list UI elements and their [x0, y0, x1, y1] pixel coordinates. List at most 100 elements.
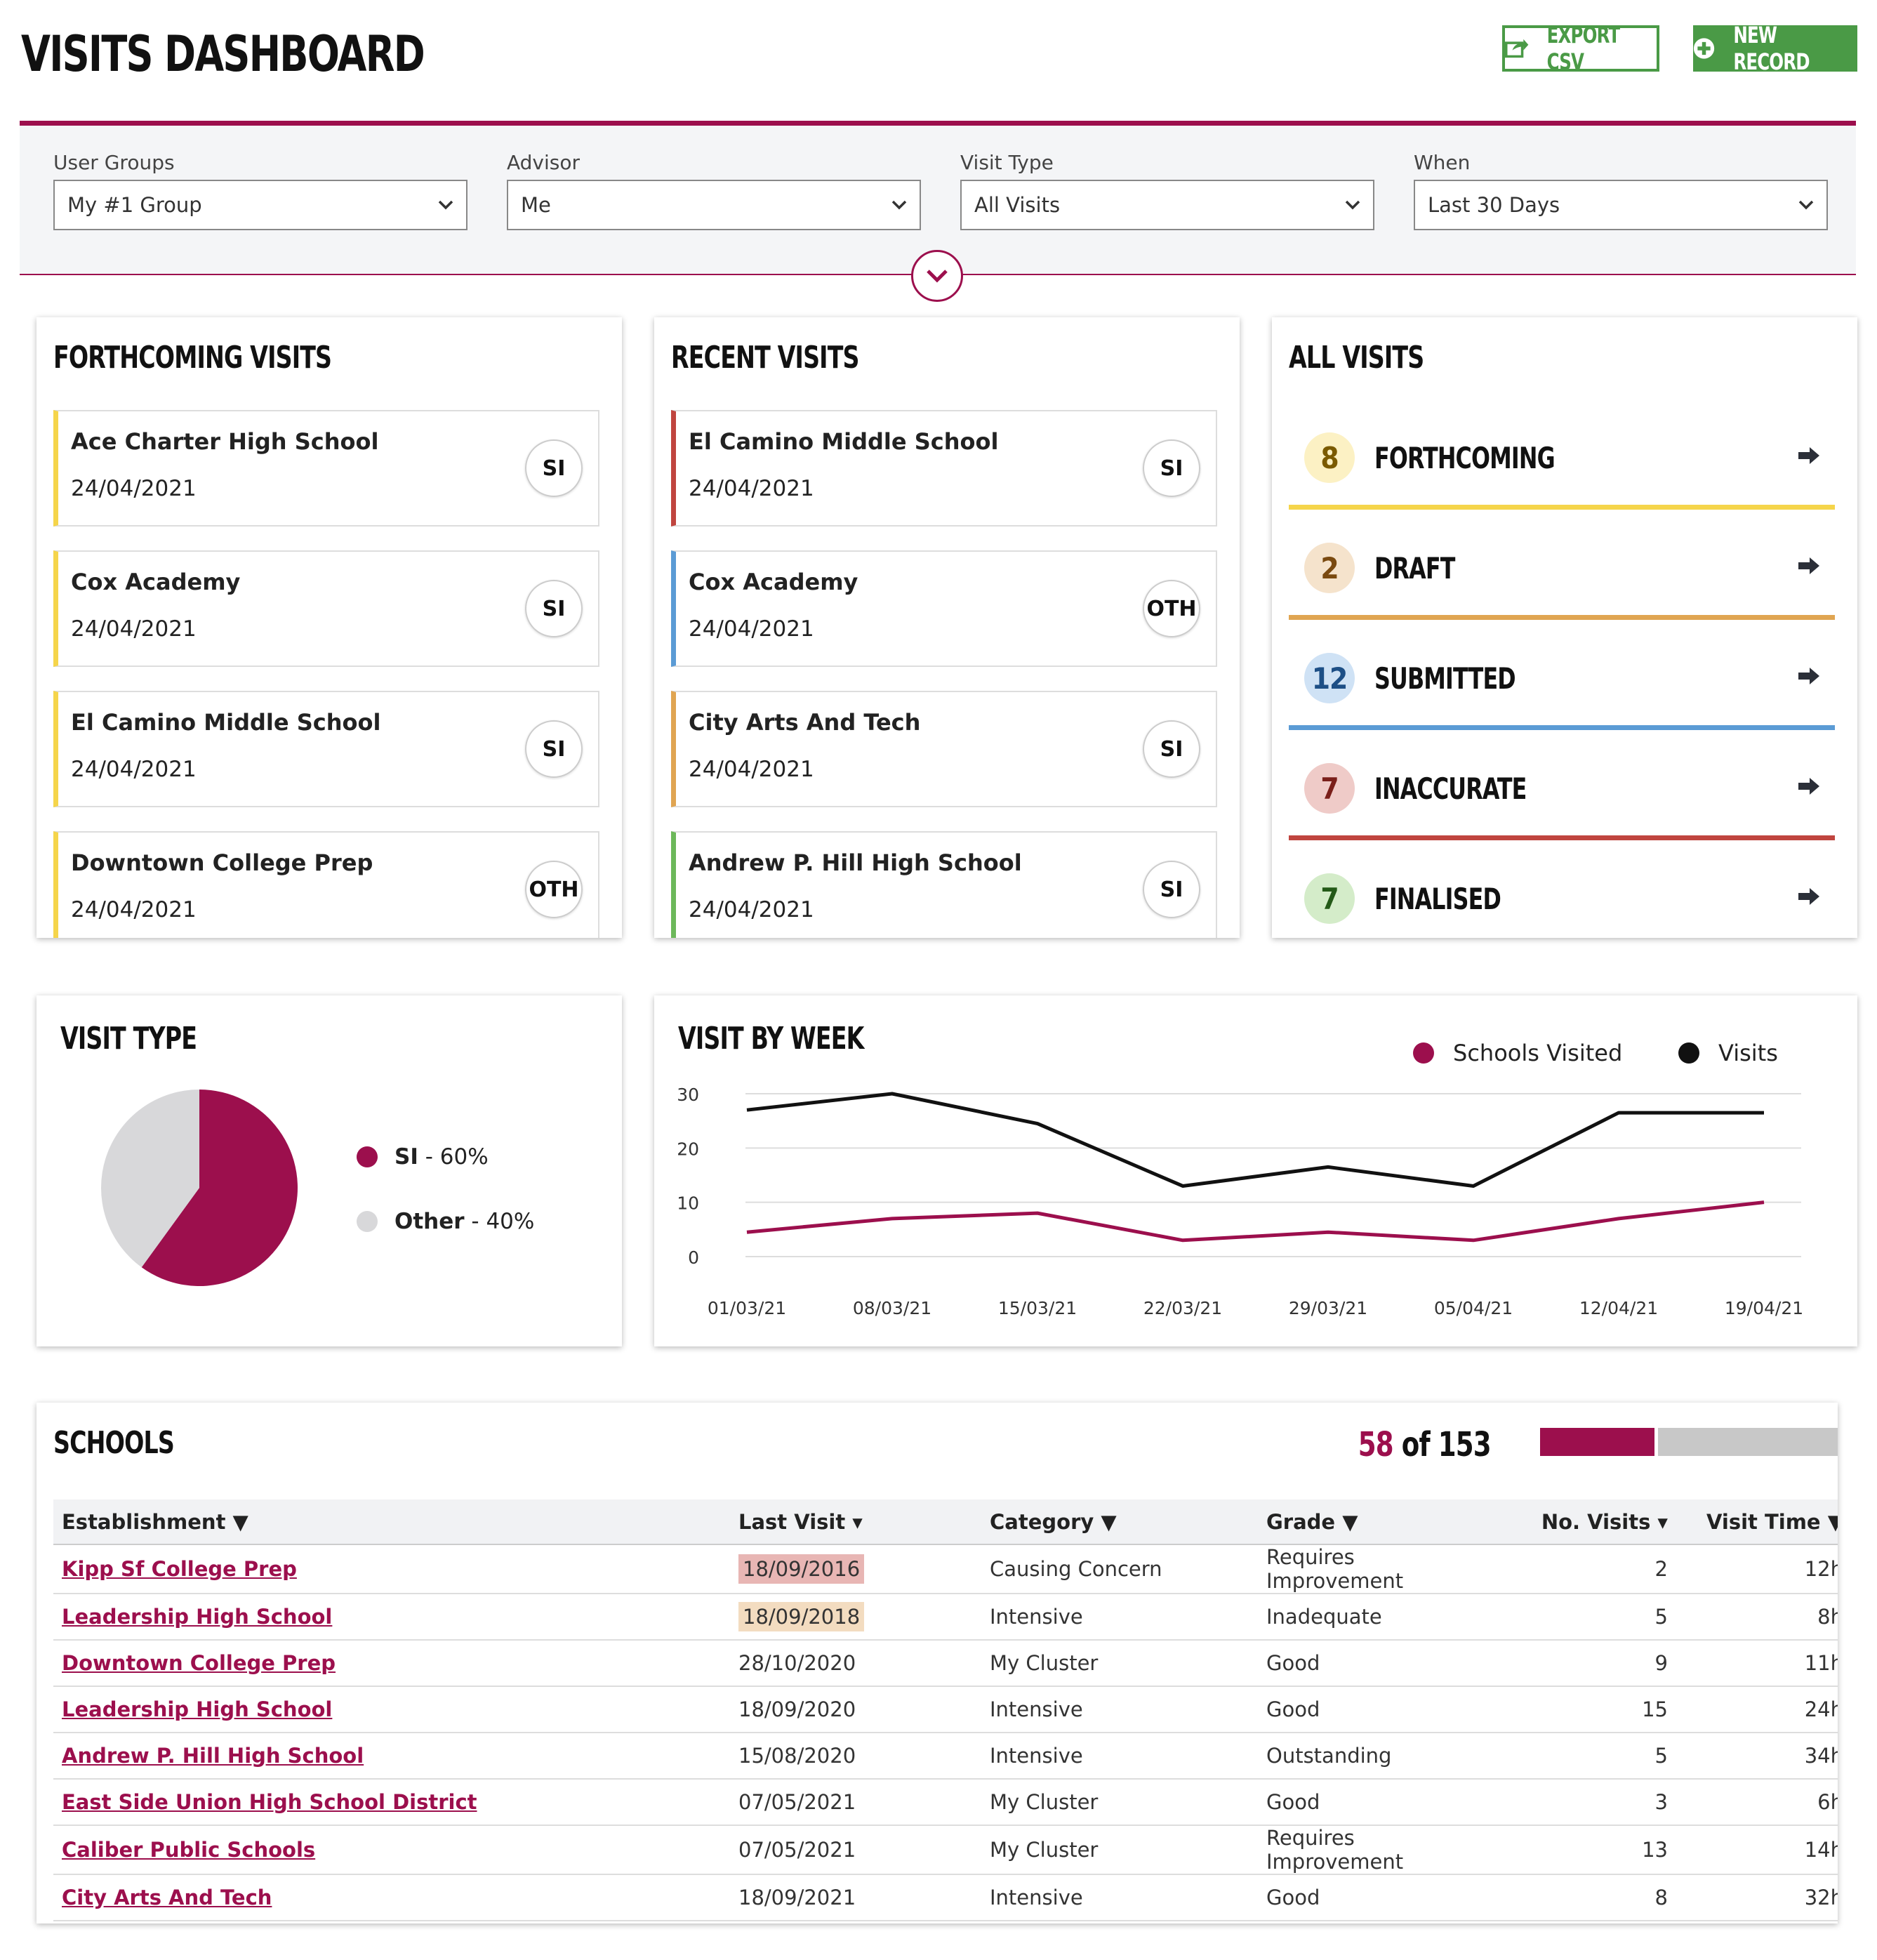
y-tick-label: 0	[688, 1247, 699, 1268]
cell-category: Intensive	[981, 1594, 1258, 1641]
status-count-badge: 7	[1304, 763, 1355, 814]
arrow-right-icon	[1797, 444, 1821, 472]
last-visit-date: 18/09/2021	[738, 1886, 856, 1909]
select-value: Me	[521, 193, 551, 217]
table-row: Kipp Sf College Prep 18/09/2016 Causing Co…	[53, 1544, 1838, 1594]
visit-type-badge: SI	[1143, 439, 1200, 497]
cell-last-visit: 28/10/2020	[730, 1640, 981, 1687]
cell-no-visits: 5	[1494, 1594, 1676, 1641]
visit-card[interactable]: Downtown College Prep 24/04/2021 OTH	[53, 831, 599, 938]
status-row-finalised[interactable]: 7 FINALISED	[1289, 841, 1835, 938]
advisor-select[interactable]: Me	[507, 180, 921, 230]
visit-card[interactable]: Ace Charter High School 24/04/2021 SI	[53, 410, 599, 527]
plus-circle-icon	[1693, 38, 1715, 59]
when-select[interactable]: Last 30 Days	[1414, 180, 1828, 230]
expand-filters-button[interactable]	[911, 250, 963, 302]
visit-card[interactable]: Cox Academy 24/04/2021 OTH	[671, 550, 1217, 667]
column-header-visit-time[interactable]: Visit Time ▼	[1676, 1499, 1838, 1545]
establishment-link[interactable]: City Arts And Tech	[62, 1886, 272, 1909]
cell-grade: Good	[1258, 1779, 1494, 1826]
cell-no-visits: 2	[1494, 1544, 1676, 1594]
cell-no-visits: 8	[1494, 1874, 1676, 1921]
export-csv-button[interactable]: EXPORT CSV	[1502, 22, 1659, 75]
status-label: SUBMITTED	[1374, 661, 1516, 696]
visit-date: 24/04/2021	[689, 897, 814, 922]
legend-label: Other - 40%	[394, 1209, 535, 1234]
legend-label: Schools Visited	[1453, 1040, 1622, 1066]
establishment-link[interactable]: East Side Union High School District	[62, 1790, 477, 1814]
visit-date: 24/04/2021	[689, 616, 814, 642]
pie-slice-other	[100, 1090, 199, 1268]
filter-when: When Last 30 Days	[1414, 151, 1828, 230]
table-row: City Arts And Tech 18/09/2021 Intensive Goo…	[53, 1874, 1838, 1921]
status-row-draft[interactable]: 2 DRAFT	[1289, 510, 1835, 620]
cell-visit-time: 32h	[1676, 1874, 1838, 1921]
y-tick-label: 10	[677, 1193, 699, 1214]
panel-title: FORTHCOMING VISITS	[53, 340, 332, 376]
cell-no-visits: 3	[1494, 1779, 1676, 1826]
visit-school-name: Andrew P. Hill High School	[689, 849, 1022, 876]
visit-type-select[interactable]: All Visits	[960, 180, 1374, 230]
column-header-category[interactable]: Category ▼	[981, 1499, 1258, 1545]
status-row-submitted[interactable]: 12 SUBMITTED	[1289, 621, 1835, 730]
establishment-link[interactable]: Downtown College Prep	[62, 1651, 336, 1675]
legend-dot	[357, 1146, 378, 1167]
status-label: INACCURATE	[1374, 772, 1527, 806]
visit-card[interactable]: Andrew P. Hill High School 24/04/2021 SI	[671, 831, 1217, 938]
visit-type-badge: SI	[525, 720, 583, 778]
establishment-link[interactable]: Kipp Sf College Prep	[62, 1557, 297, 1581]
status-label: DRAFT	[1374, 551, 1455, 585]
status-row-inaccurate[interactable]: 7 INACCURATE	[1289, 731, 1835, 840]
schools-visited-count: 58 of 153	[1358, 1425, 1492, 1464]
cell-grade: Good	[1258, 1686, 1494, 1733]
column-header-last-visit[interactable]: Last Visit ▾	[730, 1499, 981, 1545]
last-visit-date: 07/05/2021	[738, 1790, 856, 1814]
visit-type-badge: SI	[1143, 861, 1200, 918]
page-title: VISITS DASHBOARD	[21, 25, 425, 83]
panel-title: VISIT BY WEEK	[678, 1021, 864, 1057]
user-groups-select[interactable]: My #1 Group	[53, 180, 467, 230]
x-tick-label: 15/03/21	[998, 1298, 1077, 1318]
table-row: East Side Union High School District 07/0…	[53, 1779, 1838, 1826]
arrow-right-icon	[1797, 774, 1821, 802]
filter-label: User Groups	[53, 151, 175, 174]
visit-card[interactable]: El Camino Middle School 24/04/2021 SI	[671, 410, 1217, 527]
schools-table: Establishment ▼ Last Visit ▾ Category ▼ …	[53, 1499, 1838, 1921]
establishment-link[interactable]: Leadership High School	[62, 1697, 333, 1721]
status-label: FORTHCOMING	[1374, 441, 1556, 475]
cell-last-visit: 18/09/2016	[730, 1544, 981, 1594]
visit-card[interactable]: Cox Academy 24/04/2021 SI	[53, 550, 599, 667]
visit-school-name: Cox Academy	[71, 569, 241, 595]
chevron-down-icon	[1345, 200, 1360, 210]
pie-slice-si	[141, 1090, 298, 1286]
establishment-link[interactable]: Andrew P. Hill High School	[62, 1744, 364, 1768]
legend-item-si: SI - 60%	[357, 1144, 489, 1170]
cell-no-visits: 13	[1494, 1825, 1676, 1875]
visit-type-badge: OTH	[1143, 580, 1200, 637]
establishment-link[interactable]: Caliber Public Schools	[62, 1838, 316, 1862]
filter-label: Advisor	[507, 151, 581, 174]
new-record-button[interactable]: NEW RECORD	[1693, 22, 1857, 75]
last-visit-date: 18/09/2020	[738, 1697, 856, 1721]
cell-establishment: Andrew P. Hill High School	[53, 1733, 730, 1780]
visit-school-name: Downtown College Prep	[71, 849, 373, 876]
legend-dot	[1678, 1042, 1699, 1064]
arrow-right-icon	[1797, 554, 1821, 582]
column-header-establishment[interactable]: Establishment ▼	[53, 1499, 730, 1545]
column-header-grade[interactable]: Grade ▼	[1258, 1499, 1494, 1545]
visit-card[interactable]: El Camino Middle School 24/04/2021 SI	[53, 691, 599, 807]
cell-category: My Cluster	[981, 1779, 1258, 1826]
visit-date: 24/04/2021	[71, 616, 197, 642]
column-header-no-visits[interactable]: No. Visits ▾	[1494, 1499, 1676, 1545]
establishment-link[interactable]: Leadership High School	[62, 1605, 333, 1629]
schools-table-body: Kipp Sf College Prep 18/09/2016 Causing Co…	[53, 1544, 1838, 1921]
legend-dot	[1413, 1042, 1434, 1064]
visit-type-badge: SI	[525, 580, 583, 637]
series-line-schools-visited	[746, 1200, 1765, 1243]
cell-last-visit: 18/09/2021	[730, 1874, 981, 1921]
schools-visited-progress	[1540, 1428, 1838, 1456]
status-row-forthcoming[interactable]: 8 FORTHCOMING	[1289, 400, 1835, 510]
cell-visit-time: 24h	[1676, 1686, 1838, 1733]
recent-visits-panel: RECENT VISITS El Camino Middle School 24/…	[654, 317, 1240, 938]
visit-card[interactable]: City Arts And Tech 24/04/2021 SI	[671, 691, 1217, 807]
